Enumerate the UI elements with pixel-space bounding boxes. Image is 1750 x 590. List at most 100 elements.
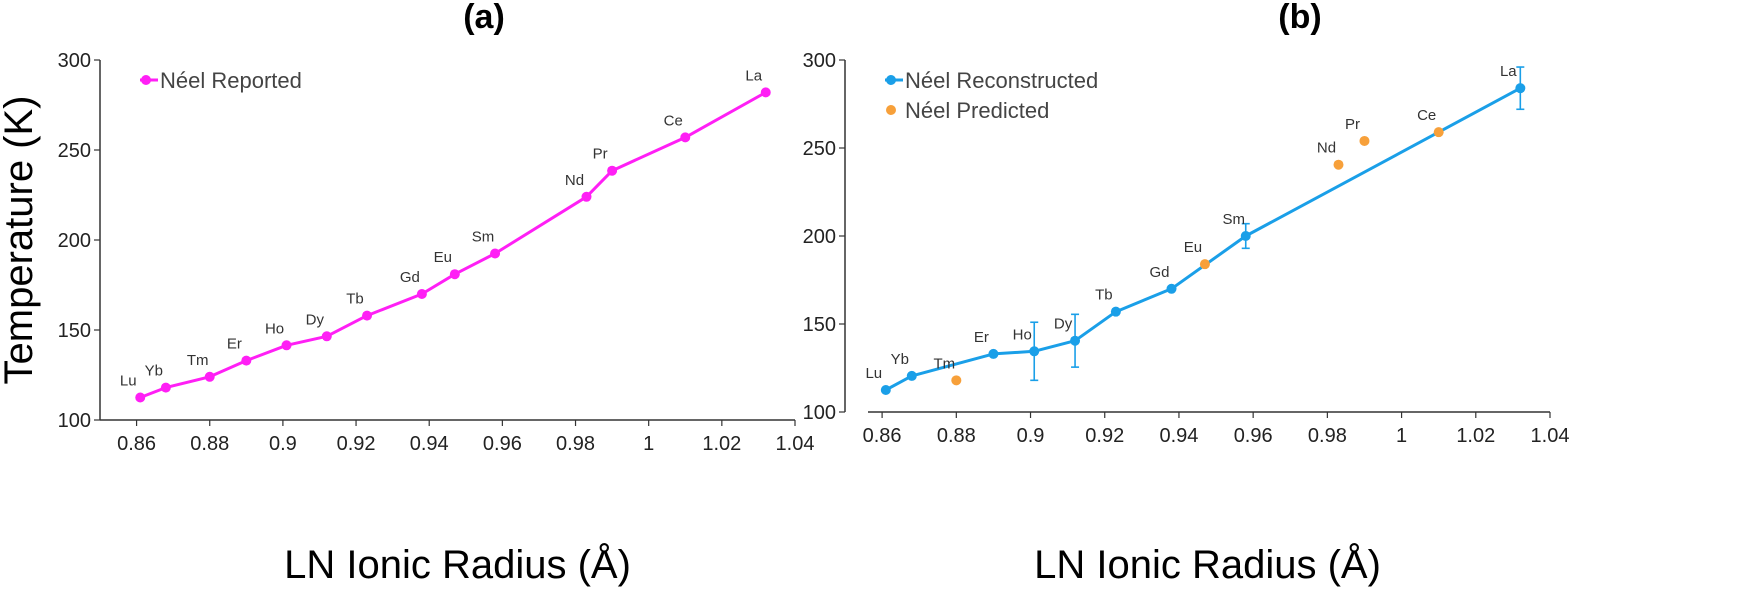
point-label: Gd bbox=[400, 269, 420, 286]
data-point bbox=[449, 269, 460, 280]
x-tick-label: 0.86 bbox=[863, 425, 902, 447]
x-tick-label: 0.88 bbox=[190, 433, 229, 455]
data-point bbox=[160, 382, 171, 393]
x-tick-label: 0.86 bbox=[117, 433, 156, 455]
data-point bbox=[581, 191, 592, 202]
x-tick-label: 1 bbox=[1396, 425, 1407, 447]
data-point bbox=[1166, 283, 1177, 294]
data-point bbox=[906, 370, 917, 381]
x-tick-label: 1.04 bbox=[776, 433, 815, 455]
data-point bbox=[988, 348, 999, 359]
point-label: Yb bbox=[145, 363, 163, 380]
legend-entry: Néel Reconstructed bbox=[905, 68, 1098, 93]
x-tick-label: 0.94 bbox=[1159, 425, 1198, 447]
y-axis-label: Temperature (K) bbox=[0, 96, 41, 385]
y-tick-label: 200 bbox=[803, 226, 836, 248]
data-point bbox=[1110, 306, 1121, 317]
x-tick-label: 1.02 bbox=[702, 433, 741, 455]
point-label: Er bbox=[974, 329, 989, 346]
point-label: La bbox=[1500, 63, 1517, 80]
data-point bbox=[1333, 159, 1344, 170]
data-point bbox=[880, 385, 891, 395]
point-label: Sm bbox=[1222, 211, 1245, 228]
x-tick-label: 1.04 bbox=[1531, 425, 1570, 447]
x-tick-label: 1.02 bbox=[1456, 425, 1495, 447]
point-label: Nd bbox=[565, 172, 584, 189]
x-tick-label: 0.96 bbox=[1234, 425, 1273, 447]
data-point bbox=[135, 392, 146, 403]
point-label: Tb bbox=[346, 291, 364, 308]
data-point bbox=[1515, 83, 1526, 94]
data-point bbox=[321, 331, 332, 342]
data-point bbox=[1433, 127, 1444, 138]
x-tick-label: 0.94 bbox=[410, 433, 449, 455]
series-line-0 bbox=[139, 91, 767, 399]
x-tick-label: 0.9 bbox=[269, 433, 297, 455]
data-point bbox=[241, 355, 252, 366]
y-tick-label: 300 bbox=[803, 50, 836, 72]
data-point bbox=[281, 340, 292, 351]
point-label: Lu bbox=[120, 373, 137, 390]
point-label: Yb bbox=[891, 351, 909, 368]
x-tick-label: 0.98 bbox=[1308, 425, 1347, 447]
legend-swatch-marker bbox=[886, 105, 896, 115]
data-point bbox=[362, 310, 373, 321]
x-tick-label: 0.88 bbox=[937, 425, 976, 447]
legend-swatch-marker bbox=[141, 75, 151, 85]
point-label: Lu bbox=[865, 365, 882, 382]
point-label: Gd bbox=[1150, 264, 1170, 281]
point-label: Nd bbox=[1317, 140, 1336, 157]
point-label: Pr bbox=[593, 146, 608, 163]
y-tick-label: 250 bbox=[58, 140, 91, 162]
point-label: Eu bbox=[1184, 239, 1202, 256]
data-point bbox=[1199, 259, 1210, 270]
point-label: Dy bbox=[1054, 316, 1073, 333]
data-point bbox=[416, 289, 427, 299]
data-point bbox=[760, 87, 771, 98]
x-axis-label: LN Ionic Radius (Å) bbox=[1034, 542, 1381, 587]
point-label: Tb bbox=[1095, 287, 1113, 304]
y-tick-label: 300 bbox=[58, 50, 91, 72]
point-label: Ce bbox=[664, 112, 683, 129]
point-label: Eu bbox=[434, 249, 452, 266]
legend-entry: Néel Reported bbox=[160, 68, 302, 93]
data-point bbox=[1029, 346, 1040, 357]
x-tick-label: 1 bbox=[643, 433, 654, 455]
point-label: Pr bbox=[1345, 116, 1360, 133]
point-label: Ho bbox=[1013, 326, 1032, 343]
point-label: Ho bbox=[265, 320, 284, 337]
legend-swatch-marker bbox=[886, 75, 896, 85]
point-label: La bbox=[745, 67, 762, 84]
x-axis-label: LN Ionic Radius (Å) bbox=[284, 542, 631, 587]
y-tick-label: 100 bbox=[58, 410, 91, 432]
x-tick-label: 0.92 bbox=[1085, 425, 1124, 447]
point-label: Tm bbox=[933, 355, 955, 372]
data-point bbox=[1240, 231, 1251, 241]
panel-b-title: (b) bbox=[1278, 0, 1321, 36]
data-point bbox=[680, 132, 691, 143]
y-tick-label: 150 bbox=[803, 314, 836, 336]
point-label: Er bbox=[227, 336, 242, 353]
data-point bbox=[607, 165, 618, 176]
point-label: Dy bbox=[306, 311, 325, 328]
x-tick-label: 0.9 bbox=[1017, 425, 1045, 447]
point-label: Ce bbox=[1417, 107, 1436, 124]
chart-panel-b: 100 150 200 250 300 0.86 0.88 0.9 0.92 0.94 0.96 0.… bbox=[803, 50, 1570, 587]
x-tick-label: 0.98 bbox=[556, 433, 595, 455]
x-tick-label: 0.96 bbox=[483, 433, 522, 455]
data-point bbox=[1070, 335, 1081, 346]
y-tick-label: 250 bbox=[803, 138, 836, 160]
data-point bbox=[490, 248, 501, 259]
legend-entry: Néel Predicted bbox=[905, 98, 1049, 123]
point-label: Tm bbox=[187, 352, 209, 369]
point-label: Sm bbox=[472, 229, 495, 246]
x-tick-label: 0.92 bbox=[337, 433, 376, 455]
panel-a-title: (a) bbox=[463, 0, 505, 36]
data-point bbox=[951, 375, 962, 386]
data-point bbox=[204, 371, 215, 382]
y-tick-label: 200 bbox=[58, 230, 91, 252]
y-tick-label: 150 bbox=[58, 320, 91, 342]
y-tick-label: 100 bbox=[803, 402, 836, 424]
data-point bbox=[1359, 135, 1370, 146]
